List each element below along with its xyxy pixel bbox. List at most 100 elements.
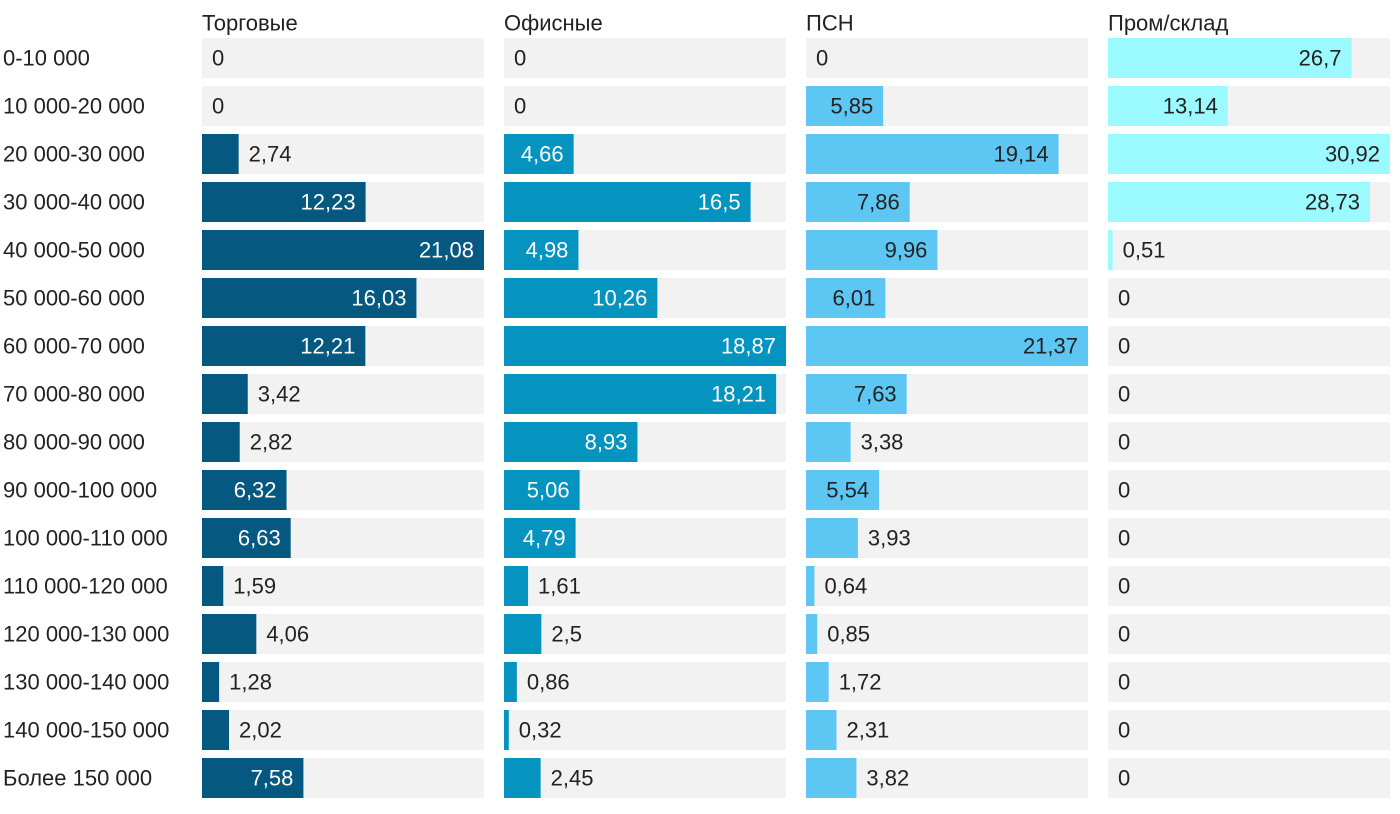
value-label: 7,63 bbox=[854, 382, 897, 407]
category-label: 130 000-140 000 bbox=[3, 670, 169, 695]
value-label: 0 bbox=[1118, 574, 1130, 599]
series-header: Торговые bbox=[202, 11, 298, 36]
bar bbox=[504, 470, 580, 510]
value-label: 2,5 bbox=[551, 622, 582, 647]
value-label: 3,38 bbox=[861, 430, 904, 455]
category-label: Более 150 000 bbox=[3, 766, 152, 791]
category-label: 10 000-20 000 bbox=[3, 94, 145, 119]
value-label: 0 bbox=[514, 46, 526, 71]
value-label: 7,58 bbox=[251, 766, 294, 791]
bar-track bbox=[202, 374, 484, 414]
bar bbox=[504, 230, 579, 270]
bar-track bbox=[1108, 422, 1390, 462]
category-label: 20 000-30 000 bbox=[3, 142, 145, 167]
bar bbox=[202, 422, 240, 462]
bar-track bbox=[1108, 566, 1390, 606]
bar bbox=[1108, 38, 1352, 78]
value-label: 16,5 bbox=[698, 190, 741, 215]
bar bbox=[202, 710, 230, 750]
bar-track bbox=[806, 662, 1088, 702]
bar bbox=[202, 614, 257, 654]
value-label: 6,32 bbox=[234, 478, 277, 503]
value-label: 0,64 bbox=[824, 574, 867, 599]
bar bbox=[202, 518, 291, 558]
bar-track bbox=[504, 86, 786, 126]
bar bbox=[806, 86, 884, 126]
value-label: 18,21 bbox=[711, 382, 766, 407]
bar-track bbox=[806, 422, 1088, 462]
bar-track bbox=[202, 38, 484, 78]
bar bbox=[202, 374, 248, 414]
value-label: 8,93 bbox=[585, 430, 628, 455]
bar bbox=[504, 710, 509, 750]
value-label: 0 bbox=[1118, 766, 1130, 791]
bar bbox=[504, 278, 658, 318]
value-label: 1,72 bbox=[839, 670, 882, 695]
category-label: 140 000-150 000 bbox=[3, 718, 169, 743]
bar-track bbox=[202, 86, 484, 126]
value-label: 0 bbox=[1118, 382, 1130, 407]
bar bbox=[504, 518, 576, 558]
bar-track bbox=[504, 710, 786, 750]
bar-track bbox=[1108, 470, 1390, 510]
value-label: 6,01 bbox=[832, 286, 875, 311]
bar bbox=[1108, 230, 1113, 270]
bar bbox=[1108, 134, 1390, 174]
bar-track bbox=[1108, 710, 1390, 750]
value-label: 0 bbox=[1118, 526, 1130, 551]
bar bbox=[202, 758, 304, 798]
value-label: 5,54 bbox=[826, 478, 869, 503]
bar-track bbox=[202, 662, 484, 702]
value-label: 0 bbox=[1118, 334, 1130, 359]
value-label: 0 bbox=[816, 46, 828, 71]
category-label: 70 000-80 000 bbox=[3, 382, 145, 407]
value-label: 0 bbox=[1118, 670, 1130, 695]
bar-track bbox=[1108, 758, 1390, 798]
bar bbox=[504, 182, 751, 222]
bar bbox=[202, 230, 484, 270]
bar bbox=[806, 278, 886, 318]
bar-track bbox=[1108, 662, 1390, 702]
bar-track bbox=[1108, 230, 1390, 270]
category-label: 50 000-60 000 bbox=[3, 286, 145, 311]
value-label: 0 bbox=[1118, 430, 1130, 455]
category-label: 120 000-130 000 bbox=[3, 622, 169, 647]
bar-track bbox=[1108, 278, 1390, 318]
bar bbox=[202, 182, 366, 222]
value-label: 18,87 bbox=[721, 334, 776, 359]
bar bbox=[504, 374, 777, 414]
value-label: 13,14 bbox=[1163, 94, 1218, 119]
value-label: 0 bbox=[1118, 478, 1130, 503]
bar-track bbox=[806, 38, 1088, 78]
bar bbox=[806, 230, 938, 270]
category-label: 100 000-110 000 bbox=[3, 526, 168, 551]
bar-track bbox=[504, 662, 786, 702]
bar-track bbox=[202, 566, 484, 606]
value-label: 7,86 bbox=[857, 190, 900, 215]
bar-track bbox=[1108, 518, 1390, 558]
value-label: 0 bbox=[1118, 622, 1130, 647]
value-label: 16,03 bbox=[351, 286, 406, 311]
category-label: 0-10 000 bbox=[3, 46, 90, 71]
value-label: 1,59 bbox=[233, 574, 276, 599]
series-header: ПСН bbox=[806, 11, 854, 36]
value-label: 21,08 bbox=[419, 238, 474, 263]
value-label: 2,74 bbox=[249, 142, 292, 167]
value-label: 0 bbox=[1118, 718, 1130, 743]
bar-track bbox=[806, 566, 1088, 606]
bar-track bbox=[1108, 614, 1390, 654]
value-label: 12,21 bbox=[300, 334, 355, 359]
bar-track bbox=[202, 710, 484, 750]
bar bbox=[202, 470, 287, 510]
category-label: 40 000-50 000 bbox=[3, 238, 145, 263]
bar-track bbox=[1108, 374, 1390, 414]
value-label: 30,92 bbox=[1325, 142, 1380, 167]
value-label: 2,31 bbox=[846, 718, 889, 743]
bar bbox=[806, 374, 907, 414]
value-label: 12,23 bbox=[301, 190, 356, 215]
value-label: 1,28 bbox=[229, 670, 272, 695]
value-label: 28,73 bbox=[1305, 190, 1360, 215]
bar bbox=[202, 278, 417, 318]
value-label: 0,86 bbox=[527, 670, 570, 695]
